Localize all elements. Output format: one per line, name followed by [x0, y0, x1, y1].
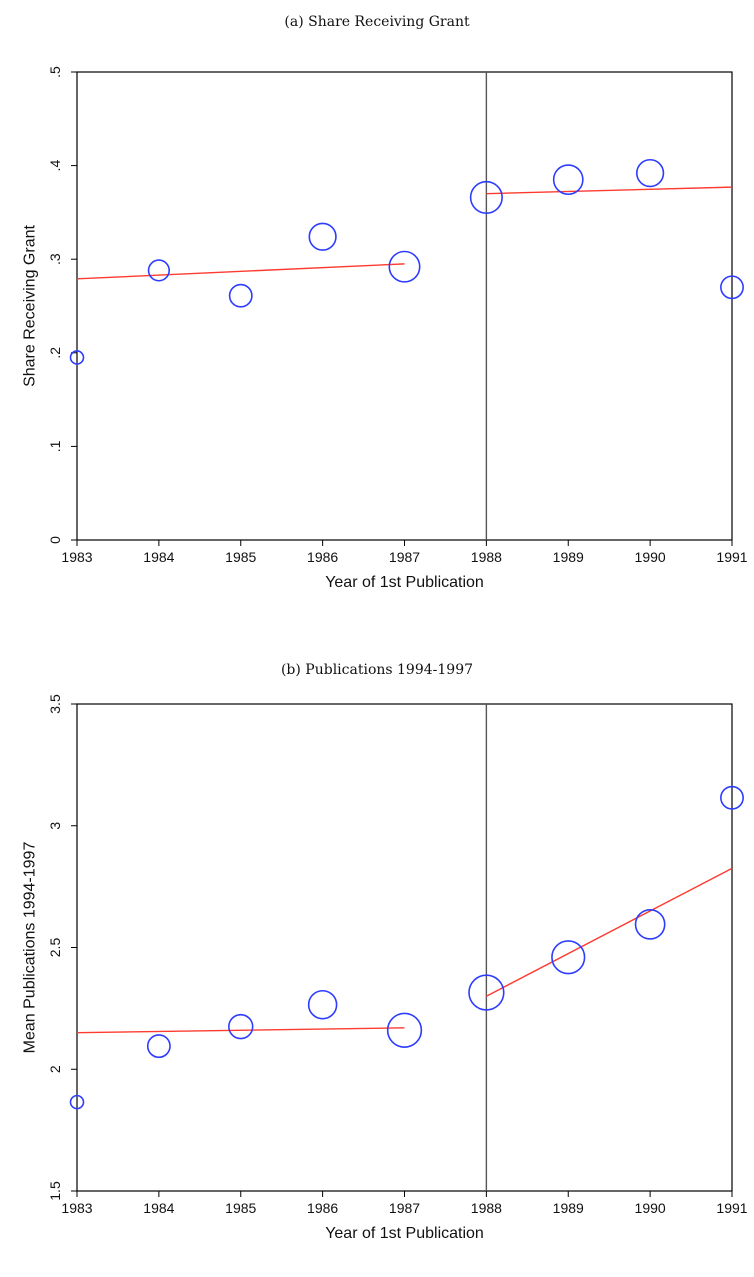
x-axis-label: Year of 1st Publication	[325, 1225, 484, 1242]
x-tick-label: 1987	[389, 1200, 420, 1216]
data-point	[147, 259, 170, 282]
y-tick-label: .5	[47, 66, 63, 78]
y-tick-label: .3	[47, 253, 63, 265]
x-tick-label: 1990	[635, 549, 666, 565]
data-point	[720, 275, 744, 300]
x-tick-label: 1987	[389, 549, 420, 565]
plot-frame	[76, 703, 733, 1192]
data-point	[146, 1034, 171, 1059]
data-point	[551, 940, 586, 975]
x-tick-label: 1988	[471, 549, 502, 565]
x-tick-label: 1983	[61, 549, 92, 565]
data-point	[307, 989, 338, 1020]
fit-line	[486, 867, 733, 997]
data-point	[228, 283, 253, 308]
data-point	[469, 180, 503, 214]
data-point	[552, 164, 584, 196]
data-point	[720, 785, 744, 810]
x-tick-label: 1990	[635, 1200, 666, 1216]
y-tick-label: .4	[47, 160, 63, 172]
x-tick-label: 1989	[553, 549, 584, 565]
y-tick-label: 3.5	[47, 694, 63, 714]
x-tick-label: 1989	[553, 1200, 584, 1216]
data-point	[635, 158, 665, 188]
plot-frame	[76, 71, 733, 541]
fit-line	[76, 263, 405, 280]
x-tick-label: 1985	[225, 1200, 256, 1216]
data-point	[69, 350, 85, 365]
y-tick-label: .1	[47, 440, 63, 452]
fit-line	[76, 1027, 405, 1034]
x-tick-label: 1985	[225, 549, 256, 565]
x-tick-label: 1991	[716, 549, 747, 565]
y-tick-label: .2	[47, 347, 63, 359]
y-tick-label: 2	[47, 1065, 63, 1073]
x-tick-label: 1991	[716, 1200, 747, 1216]
y-tick-label: 3	[47, 822, 63, 830]
chart-a-title: (a) Share Receiving Grant	[284, 14, 470, 30]
chart-b: 1.5 2 2.5 3 3.5 1983 1984 1985 1986 1987 1988 1989 1…	[22, 694, 748, 1242]
chart-a: 0 .1 .2 .3 .4 .5 1983 1984 1985 1986 1987 1988 1989 1…	[22, 66, 748, 591]
fit-line	[486, 186, 733, 195]
x-tick-label: 1988	[471, 1200, 502, 1216]
y-tick-label: 2.5	[47, 938, 63, 958]
data-point	[388, 250, 421, 283]
x-tick-label: 1986	[307, 1200, 338, 1216]
y-axis-label: Share Receiving Grant	[22, 225, 39, 387]
data-point	[634, 908, 666, 940]
data-point	[386, 1012, 423, 1048]
data-point	[69, 1094, 85, 1110]
y-tick-label: 0	[47, 536, 63, 544]
x-axis-label: Year of 1st Publication	[325, 574, 484, 591]
data-point	[468, 974, 505, 1011]
x-tick-label: 1983	[61, 1200, 92, 1216]
x-tick-label: 1986	[307, 549, 338, 565]
x-tick-label: 1984	[143, 549, 174, 565]
y-axis-label: Mean Publications 1994-1997	[22, 842, 39, 1054]
data-point	[308, 222, 337, 251]
x-tick-label: 1984	[143, 1200, 174, 1216]
data-point	[228, 1013, 254, 1040]
y-tick-label: 1.5	[47, 1181, 63, 1201]
chart-b-title: (b) Publications 1994-1997	[280, 662, 474, 678]
